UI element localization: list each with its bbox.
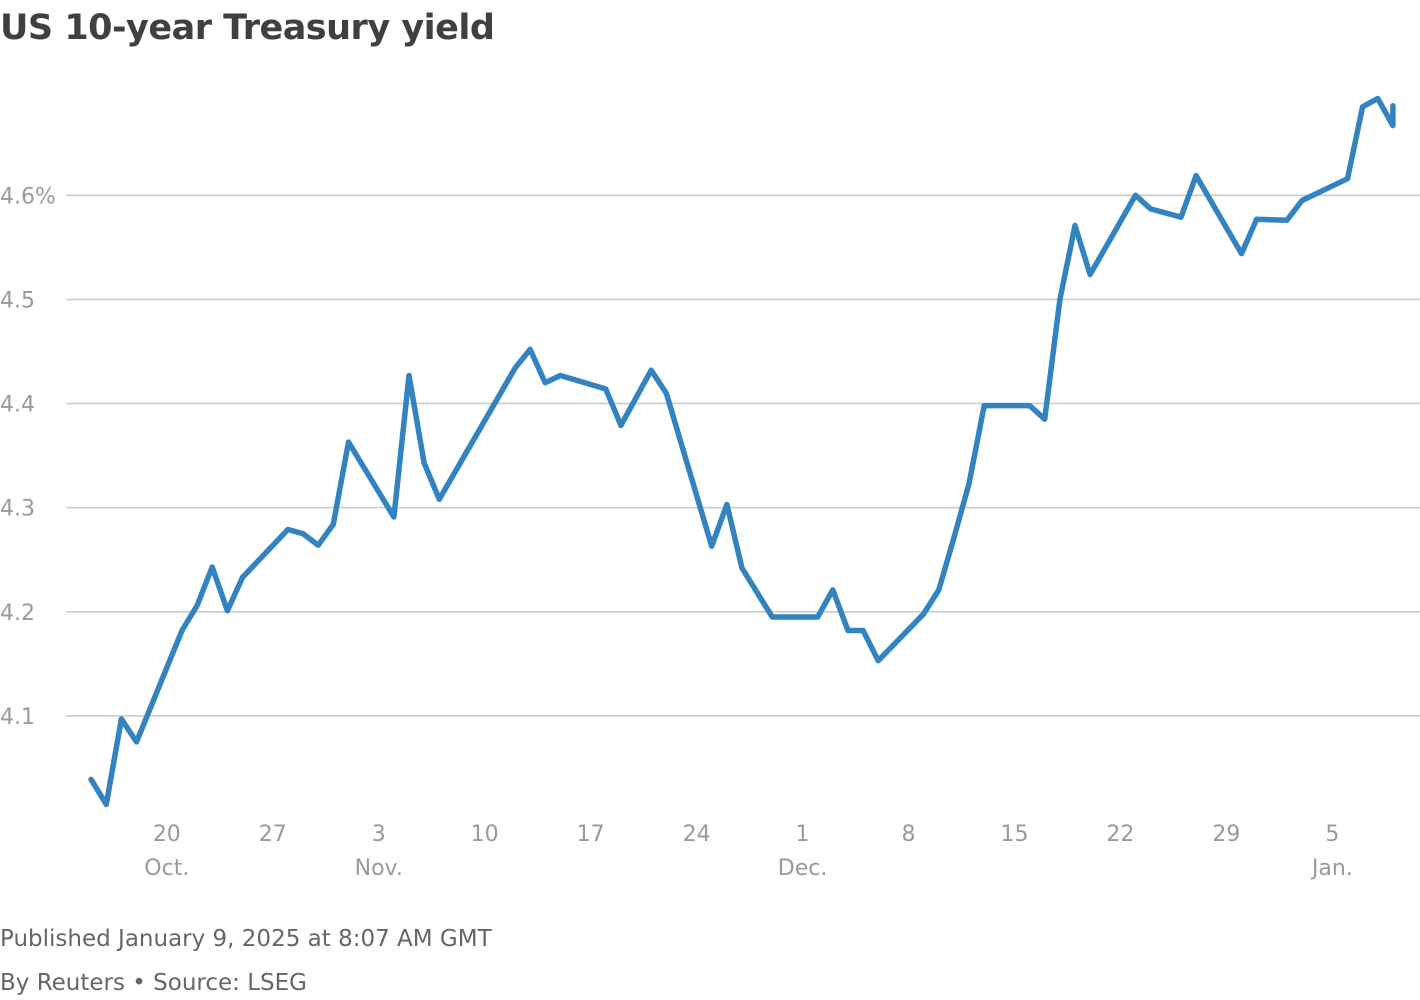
y-tick-label: 4.6% [0, 184, 56, 209]
y-tick-label: 4.1 [0, 705, 35, 730]
x-tick-label: 5 [1325, 822, 1339, 847]
x-tick-label: 1 [796, 822, 810, 847]
y-tick-label: 4.5 [0, 288, 35, 313]
series-line-10y-yield [88, 95, 1396, 808]
y-axis-ticks: 4.1 4.2 4.3 4.4 4.5 4.6% [0, 184, 56, 730]
y-tick-label: 4.4 [0, 393, 35, 418]
x-tick-label: 20 [153, 822, 181, 847]
series-group [88, 95, 1396, 808]
x-tick-label: 17 [577, 822, 605, 847]
y-tick-label: 4.2 [0, 601, 35, 626]
x-month-label: Nov. [355, 856, 403, 881]
x-tick-label: 27 [259, 822, 287, 847]
x-tick-label: 29 [1212, 822, 1240, 847]
x-month-label: Oct. [144, 856, 189, 881]
x-tick-label: 10 [471, 822, 499, 847]
x-month-label: Jan. [1310, 856, 1353, 881]
x-tick-label: 24 [683, 822, 711, 847]
line-chart: 4.1 4.2 4.3 4.4 4.5 4.6% 20 Oct. 27 3 Nov. 10 17 24 1… [0, 95, 1420, 881]
y-tick-label: 4.3 [0, 497, 35, 522]
gridlines [66, 194, 1420, 717]
x-tick-label: 15 [1000, 822, 1028, 847]
published-date: Published January 9, 2025 at 8:07 AM GMT [0, 926, 492, 952]
chart-title: US 10-year Treasury yield [0, 8, 495, 48]
x-tick-label: 3 [372, 822, 386, 847]
x-month-label: Dec. [778, 856, 828, 881]
x-tick-label: 8 [902, 822, 916, 847]
byline-source: By Reuters • Source: LSEG [0, 970, 307, 996]
x-tick-label: 22 [1106, 822, 1134, 847]
x-axis-ticks: 20 Oct. 27 3 Nov. 10 17 24 1 Dec. 8 15 22 29 5 Jan. [144, 822, 1352, 881]
